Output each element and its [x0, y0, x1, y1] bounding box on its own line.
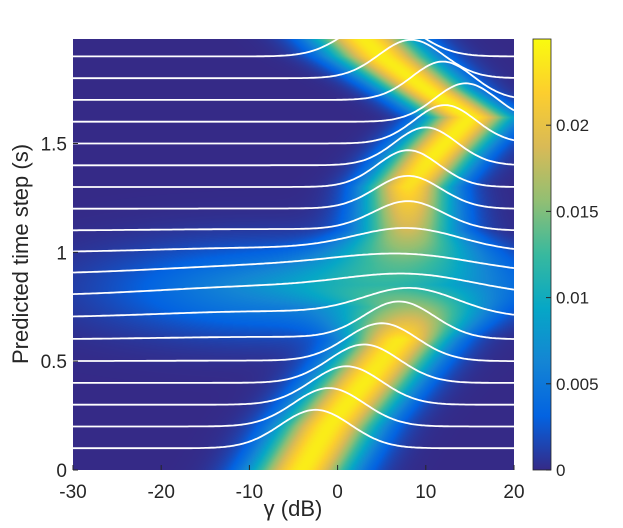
x-axis-label: γ (dB) [264, 496, 323, 521]
y-tick-label: 1 [56, 243, 67, 264]
slice-curve-14 [73, 104, 514, 145]
slice-curve-3 [73, 343, 514, 384]
x-tick-label: -20 [147, 482, 174, 503]
x-axis-ticks: -30 -20 -10 0 10 20 [59, 465, 525, 503]
slice-curves [73, 39, 514, 450]
x-tick-label: -10 [236, 482, 263, 503]
colorbar-gradient [532, 38, 552, 471]
slice-curve-1 [73, 387, 514, 428]
colorbar-ticks: 0 0.005 0.01 0.015 0.02 [546, 116, 599, 480]
colorbar-tick-label: 0.005 [556, 375, 599, 394]
slice-curve-10 [73, 200, 514, 232]
slice-curve-16 [73, 60, 514, 101]
colorbar-tick-label: 0 [556, 461, 565, 480]
colorbar-tick-label: 0.015 [556, 202, 599, 221]
y-tick-label: 0.5 [41, 352, 67, 373]
slice-curve-5 [73, 300, 514, 340]
colorbar-tick-label: 0.01 [556, 289, 589, 308]
plot-area [73, 39, 514, 470]
slice-curve-12 [73, 149, 514, 188]
x-tick-label: 10 [415, 482, 436, 503]
colorbar-tick-label: 0.02 [556, 116, 589, 135]
slice-curve-9 [73, 227, 514, 253]
slice-curve-15 [73, 82, 514, 123]
slice-curve-4 [73, 322, 514, 362]
slice-curve-13 [73, 126, 514, 167]
colorbar: 0 0.005 0.01 0.015 0.02 [532, 38, 599, 480]
slice-curve-18 [73, 39, 514, 58]
y-tick-label: 1.5 [41, 134, 67, 155]
y-tick-label: 0 [56, 461, 67, 482]
slice-curve-8 [73, 252, 514, 274]
y-axis-ticks: 0 0.5 1 1.5 [41, 134, 78, 482]
slice-curve-6 [73, 287, 514, 318]
slice-curve-2 [73, 365, 514, 406]
slice-curve-0 [73, 408, 514, 450]
heatmap-image [73, 39, 514, 470]
x-tick-label: -30 [59, 482, 86, 503]
slice-curve-11 [73, 175, 514, 210]
slice-curve-7 [73, 272, 514, 295]
x-tick-label: 0 [332, 482, 343, 503]
slice-curve-17 [73, 39, 514, 80]
y-axis-label: Predicted time step (s) [8, 144, 33, 364]
x-tick-label: 20 [503, 482, 524, 503]
